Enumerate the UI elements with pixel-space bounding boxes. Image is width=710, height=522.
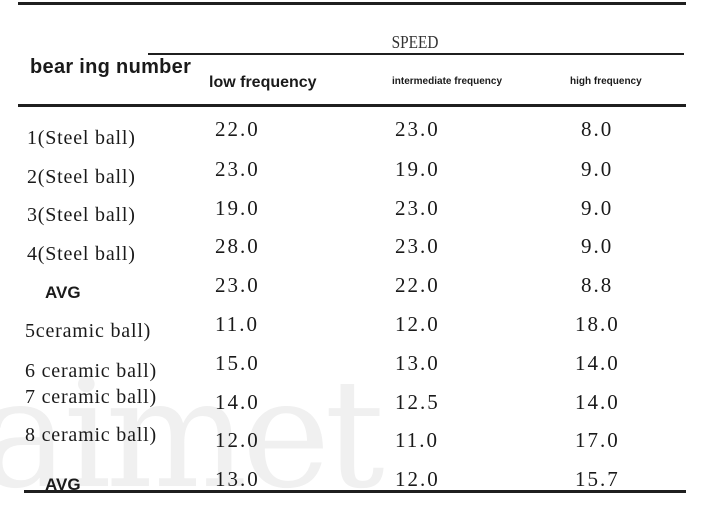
- intermediate-frequency-header: intermediate frequency: [392, 76, 503, 87]
- speed-group-header: SPEED: [391, 32, 439, 52]
- table-top-rule: [18, 2, 686, 5]
- cell-low: 12.0: [215, 428, 260, 452]
- row-label: 4(Steel ball): [27, 243, 136, 265]
- row-label: 7 ceramic ball): [25, 386, 157, 408]
- cell-high: 8.8: [581, 273, 614, 297]
- cell-intermediate: 12.5: [395, 390, 440, 414]
- cell-high: 8.0: [581, 117, 614, 141]
- cell-intermediate: 23.0: [395, 117, 440, 141]
- row-label: 3(Steel ball): [27, 204, 136, 226]
- cell-intermediate: 12.0: [395, 467, 440, 491]
- cell-low: 14.0: [215, 390, 260, 414]
- cell-intermediate: 22.0: [395, 273, 440, 297]
- cell-low: 28.0: [215, 234, 260, 258]
- row-label: 2(Steel ball): [27, 166, 136, 188]
- speed-group-rule: [148, 53, 684, 55]
- cell-low: 23.0: [215, 157, 260, 181]
- cell-intermediate: 23.0: [395, 234, 440, 258]
- cell-high: 15.7: [575, 467, 620, 491]
- row-label-avg: AVG: [45, 475, 81, 494]
- bearing-number-header: bear ing number: [30, 56, 192, 78]
- cell-intermediate: 23.0: [395, 196, 440, 220]
- row-label: 5ceramic ball): [25, 320, 152, 342]
- cell-high: 17.0: [575, 428, 620, 452]
- cell-high: 14.0: [575, 390, 620, 414]
- cell-intermediate: 19.0: [395, 157, 440, 181]
- cell-high: 9.0: [581, 157, 614, 181]
- cell-low: 19.0: [215, 196, 260, 220]
- row-label: 6 ceramic ball): [25, 360, 157, 382]
- cell-high: 9.0: [581, 196, 614, 220]
- low-frequency-header: low frequency: [209, 74, 317, 91]
- cell-intermediate: 11.0: [395, 428, 439, 452]
- table-page: aimet SPEED bear ing number low frequenc…: [0, 2, 686, 510]
- cell-low: 23.0: [215, 273, 260, 297]
- cell-low: 15.0: [215, 351, 260, 375]
- cell-high: 14.0: [575, 351, 620, 375]
- cell-intermediate: 12.0: [395, 312, 440, 336]
- row-label: 1(Steel ball): [27, 127, 136, 149]
- table-bottom-rule: [24, 490, 686, 493]
- cell-high: 18.0: [575, 312, 620, 336]
- high-frequency-header: high frequency: [570, 76, 642, 87]
- cell-high: 9.0: [581, 234, 614, 258]
- row-label: 8 ceramic ball): [25, 424, 157, 446]
- row-label-avg: AVG: [45, 283, 81, 302]
- cell-low: 13.0: [215, 467, 260, 491]
- cell-intermediate: 13.0: [395, 351, 440, 375]
- cell-low: 22.0: [215, 117, 260, 141]
- cell-low: 11.0: [215, 312, 259, 336]
- header-bottom-rule: [18, 104, 686, 107]
